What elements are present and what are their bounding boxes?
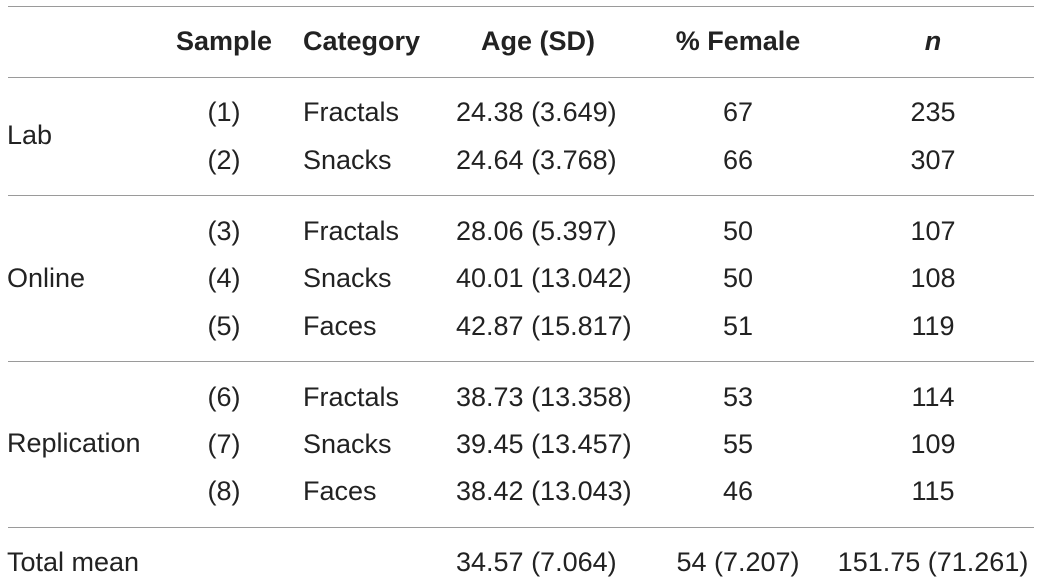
group-label-lab: Lab <box>7 120 53 150</box>
table-cell-female: 66 <box>722 145 754 175</box>
table-cell-sample: (3) <box>207 216 241 246</box>
total-age: 34.57 (7.064) <box>456 547 617 577</box>
table-cell-female: 53 <box>722 382 754 412</box>
table-cell-sample: (1) <box>207 97 241 127</box>
table-cell-category: Fractals <box>303 382 400 412</box>
total-n: 151.75 (71.261) <box>837 547 1029 577</box>
table-cell-female: 46 <box>722 476 754 506</box>
table-cell-n: 307 <box>910 145 956 175</box>
table-cell-category: Fractals <box>303 216 400 246</box>
table-cell-sample: (2) <box>207 145 241 175</box>
table-cell-n: 109 <box>910 429 956 459</box>
header-female: % Female <box>675 26 801 56</box>
table-cell-category: Faces <box>303 311 377 341</box>
table-cell-age: 24.38 (3.649) <box>456 97 617 127</box>
table-cell-sample: (6) <box>207 382 241 412</box>
group-label-online: Online <box>7 263 86 293</box>
table-cell-age: 28.06 (5.397) <box>456 216 617 246</box>
group-divider <box>8 361 1034 362</box>
table-cell-sample: (4) <box>207 263 241 293</box>
table-cell-female: 51 <box>722 311 754 341</box>
table-cell-category: Snacks <box>303 429 392 459</box>
total-female: 54 (7.207) <box>676 547 800 577</box>
table-cell-n: 114 <box>911 382 955 412</box>
table-cell-age: 38.42 (13.043) <box>456 476 632 506</box>
header-category: Category <box>303 26 421 56</box>
table-cell-age: 40.01 (13.042) <box>456 263 632 293</box>
table-cell-n: 107 <box>910 216 956 246</box>
table-cell-female: 50 <box>722 216 754 246</box>
table-cell-female: 55 <box>722 429 754 459</box>
total-rule <box>8 527 1034 528</box>
table-cell-category: Faces <box>303 476 377 506</box>
header-sample: Sample <box>175 26 273 56</box>
table-cell-n: 115 <box>911 476 955 506</box>
table-cell-sample: (8) <box>207 476 241 506</box>
table-cell-sample: (7) <box>207 429 241 459</box>
table-cell-category: Fractals <box>303 97 400 127</box>
header-age: Age (SD) <box>481 26 595 56</box>
group-label-replication: Replication <box>7 428 141 458</box>
table-top-rule <box>8 6 1034 7</box>
header-n: n <box>924 26 942 56</box>
header-rule <box>8 77 1034 78</box>
table-cell-age: 38.73 (13.358) <box>456 382 632 412</box>
table-cell-n: 235 <box>910 97 956 127</box>
table-cell-age: 42.87 (15.817) <box>456 311 632 341</box>
table-cell-sample: (5) <box>207 311 241 341</box>
table-cell-female: 67 <box>722 97 754 127</box>
total-label: Total mean <box>7 547 140 577</box>
table-cell-female: 50 <box>722 263 754 293</box>
table-cell-category: Snacks <box>303 263 392 293</box>
group-divider <box>8 195 1034 196</box>
table-cell-category: Snacks <box>303 145 392 175</box>
table-cell-n: 119 <box>911 311 955 341</box>
table-cell-age: 24.64 (3.768) <box>456 145 617 175</box>
table-cell-age: 39.45 (13.457) <box>456 429 632 459</box>
table-cell-n: 108 <box>910 263 956 293</box>
